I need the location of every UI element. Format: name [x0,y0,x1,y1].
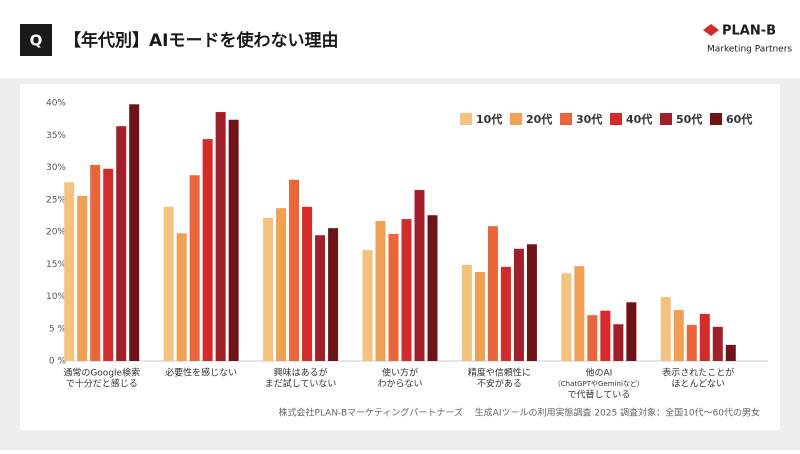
bar [228,119,239,362]
bar [189,175,200,361]
x-tick-label: で代替している [567,389,630,401]
x-tick-label: 不安がある [477,378,522,390]
bar [574,266,585,361]
legend-label: 60代 [726,112,752,126]
bar [302,206,313,361]
bar [315,235,326,361]
title: 【年代別】AIモードを使わない理由 [64,30,338,51]
bar [660,297,671,361]
x-tick-label: で十分だと感じる [66,378,138,390]
x-tick-label: 使い方が [382,367,418,379]
x-tick-label: 興味はあるが [274,367,328,379]
bar [289,179,300,361]
bar [461,264,472,361]
x-tick-label: 精度や信頼性に [468,367,531,379]
x-tick-label: （ChatGPTやGeminiなど） [554,380,644,388]
y-tick-label: 40% [46,99,66,109]
legend-label: 30代 [576,112,602,126]
note: 生成AIツールの利用実態調査 2025 調査対象：全国10代〜60代の男女 [475,407,760,419]
legend-swatch [710,113,722,125]
bar [328,228,339,361]
bar [712,326,723,361]
bar [77,195,88,361]
y-tick-label: 20% [46,228,66,238]
bar [600,310,611,361]
bar [362,250,373,361]
chart-panel [20,84,780,430]
y-tick-label: 35% [46,131,66,141]
logo: PLAN-B [722,24,776,39]
x-tick-label: まだ試していない [265,378,337,390]
source: 株式会社PLAN-Bマーケティングパートナーズ [279,407,463,419]
bar [103,168,114,361]
legend-swatch [660,113,672,125]
y-tick-label: 15% [46,260,66,270]
x-tick-label: わからない [377,379,422,390]
x-tick-label: ほとんどない [672,379,726,390]
legend-swatch [460,113,472,125]
bar [725,344,736,361]
bar [64,182,75,361]
bar [388,233,399,361]
badge: Q [30,32,43,50]
bar [116,126,127,361]
bar [263,217,274,361]
legend-label: 40代 [626,112,652,126]
bar [276,208,287,361]
bar [673,310,684,361]
x-tick-label: 表示されたことが [662,367,734,379]
legend-swatch [560,113,572,125]
legend-swatch [610,113,622,125]
bar [163,206,174,361]
bar [561,273,572,361]
x-tick-label: 他のAI [585,367,612,379]
y-tick-label: 5 % [49,324,67,334]
bar [587,315,598,361]
bar [375,221,386,361]
legend-swatch [510,113,522,125]
bar [626,302,637,361]
bar [613,324,624,361]
bar [129,104,140,361]
y-tick-label: 10% [46,292,66,302]
y-tick-label: 30% [46,163,66,173]
bar [90,164,101,361]
bar [474,271,485,361]
legend-label: 20代 [526,112,552,126]
bar [500,266,511,361]
bar [215,112,226,361]
bar [699,313,710,361]
bar [176,233,187,361]
legend-label: 10代 [476,112,502,126]
logo-sub: Marketing Partners [707,45,792,55]
logo-icon [703,24,719,36]
x-tick-label: 必要性を感じない [165,367,237,379]
bar [401,219,412,361]
y-tick-label: 0 % [49,357,67,367]
badge-box [20,24,52,56]
bar [686,324,697,361]
bar [487,226,498,361]
legend-label: 50代 [676,112,702,126]
bar [202,139,213,361]
bar [427,215,438,361]
x-tick-label: 通常のGoogle検索 [63,367,140,379]
bar [526,244,537,361]
bar [513,248,524,361]
bar [414,190,425,361]
y-tick-label: 25% [46,195,66,205]
